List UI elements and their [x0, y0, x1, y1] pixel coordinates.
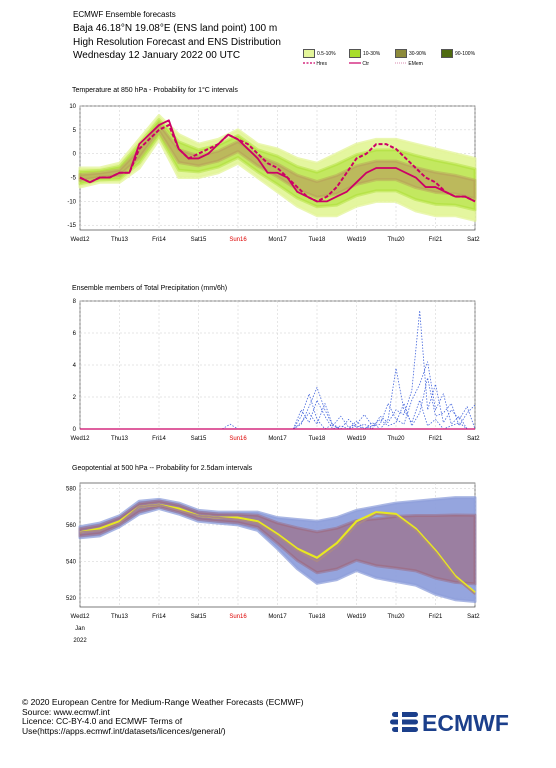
legend-line-ctr: Ctr	[349, 61, 369, 67]
copyright-text: © 2020 European Centre for Medium-Range …	[22, 697, 304, 707]
geopotential-chart: 580 560 540 520 Wed12 Thu13 Fri14 Sat15 Sun16 Mon…	[66, 482, 480, 644]
x-tick-label: Sat15	[191, 237, 207, 243]
legend-label: 10-30%	[363, 50, 381, 57]
x-tick-label: Wed19	[347, 436, 367, 442]
precipitation-chart: 8 6 4 2 0 Wed12 Thu13 Fri14 Sat15 Sun16 Mon17 Tue18…	[71, 299, 480, 442]
x-tick-label: Fri21	[429, 237, 443, 243]
x-tick-label: Wed19	[347, 237, 367, 243]
ecmwf-logo-text: ECMWF	[422, 710, 509, 736]
x-tick-label: Thu20	[387, 436, 405, 442]
x-tick-label: Wed12	[71, 237, 91, 243]
y-tick-label: 5	[73, 128, 77, 134]
series-line-hres	[79, 124, 476, 203]
probability-band	[78, 122, 477, 201]
location-line: Baja 46.18°N 19.08°E (ENS land point) 10…	[73, 23, 278, 34]
y-tick-label: 2	[73, 395, 77, 401]
source-text: Source: www.ecmwf.int	[22, 706, 110, 717]
x-sublabel: Jan	[75, 626, 85, 632]
y-tick-label: 540	[66, 559, 77, 565]
legend-label: 30-90%	[409, 50, 427, 57]
x-tick-label: Fri21	[429, 436, 443, 442]
y-tick-label: 6	[73, 331, 77, 337]
y-tick-label: 560	[66, 523, 77, 529]
legend-label: 90-100%	[455, 50, 476, 57]
x-tick-label: Wed19	[347, 614, 367, 620]
legend-label: Hres	[316, 61, 327, 67]
legend-label: 0.5-10%	[317, 50, 336, 57]
ecmwf-logo: ECMWF	[390, 710, 509, 736]
series-line-member-d	[221, 377, 476, 430]
x-tick-label: Thu20	[387, 614, 405, 620]
product-title: ECMWF Ensemble forecasts	[73, 10, 176, 19]
forecast-date: Wednesday 12 January 2022 00 UTC	[73, 50, 241, 61]
x-tick-label: Thu13	[111, 614, 129, 620]
y-tick-label: 580	[66, 486, 77, 492]
probability-band	[78, 499, 477, 586]
legend-label: EMem	[408, 61, 423, 67]
legend-line-swatch	[395, 62, 407, 64]
legend-line-swatch	[303, 62, 315, 64]
x-tick-label: Sun16	[229, 237, 247, 243]
legend-band-3: 30-90%	[395, 49, 426, 58]
legend-swatch	[303, 49, 315, 58]
ecmwf-logo-mark	[390, 712, 418, 732]
legend-label: Ctr	[362, 61, 370, 67]
series-line-member-c	[292, 361, 475, 430]
legend: 0.5-10% 10-30% 30-90% 90-100% Hres Ctr E…	[303, 49, 483, 73]
x-tick-label: Fri14	[152, 614, 166, 620]
x-tick-label: Sat15	[191, 614, 207, 620]
x-tick-label: Sun16	[229, 436, 247, 442]
y-tick-label: 10	[69, 104, 76, 110]
licence-text: Licence: CC-BY-4.0 and ECMWF Terms of Us…	[22, 716, 226, 736]
footer: © 2020 European Centre for Medium-Range …	[22, 697, 322, 736]
x-tick-label: Tue18	[309, 436, 326, 442]
x-tick-label: Sat22	[467, 614, 480, 620]
x-tick-label: Wed12	[71, 436, 91, 442]
legend-line-hres: Hres	[303, 61, 327, 67]
x-tick-label: Sat15	[191, 436, 207, 442]
chart-title-precipitation: Ensemble members of Total Precipitation …	[72, 285, 228, 292]
y-tick-label: 520	[66, 596, 77, 602]
legend-line-swatch	[349, 62, 361, 64]
y-tick-label: -15	[67, 223, 76, 229]
chart-title-geopotential: Geopotential at 500 hPa -- Probability f…	[72, 465, 253, 472]
y-tick-label: 4	[73, 363, 77, 369]
x-tick-label: Tue18	[309, 237, 326, 243]
x-tick-label: Wed12	[71, 614, 91, 620]
x-tick-label: Thu13	[111, 237, 129, 243]
legend-band-4: 90-100%	[441, 49, 475, 58]
legend-swatch	[395, 49, 407, 58]
x-tick-label: Sat22	[467, 237, 480, 243]
x-tick-label: Mon17	[268, 436, 287, 442]
legend-band-1: 0.5-10%	[303, 49, 336, 58]
x-sublabel: 2022	[73, 638, 87, 644]
x-tick-label: Thu20	[387, 237, 405, 243]
x-tick-label: Tue18	[309, 614, 326, 620]
y-tick-label: 0	[73, 427, 77, 433]
series-line-ctr	[79, 503, 476, 595]
series-line-ctr	[79, 119, 476, 203]
y-tick-label: -10	[67, 199, 76, 205]
series-line-member-a	[292, 367, 475, 430]
y-tick-label: -5	[71, 176, 77, 182]
description-line: High Resolution Forecast and ENS Distrib…	[73, 37, 281, 48]
chart-title-temperature: Temperature at 850 hPa - Probability for…	[72, 87, 238, 94]
x-tick-label: Sun16	[229, 614, 247, 620]
legend-swatch	[441, 49, 453, 58]
x-tick-label: Fri21	[429, 614, 443, 620]
legend-swatch	[349, 49, 361, 58]
x-tick-label: Thu13	[111, 436, 129, 442]
legend-line-emem: EMem	[395, 61, 423, 67]
x-tick-label: Fri14	[152, 237, 166, 243]
x-tick-label: Mon17	[268, 237, 287, 243]
legend-band-2: 10-30%	[349, 49, 380, 58]
x-tick-label: Sat22	[467, 436, 480, 442]
y-tick-label: 0	[73, 152, 77, 158]
x-tick-label: Mon17	[268, 614, 287, 620]
y-tick-label: 8	[73, 299, 77, 305]
x-tick-label: Fri14	[152, 436, 166, 442]
temperature-chart: 10 5 0 -5 -10 -15 Wed12 Thu13 Fri14 Sat15 Sun16 Mon…	[67, 104, 480, 243]
